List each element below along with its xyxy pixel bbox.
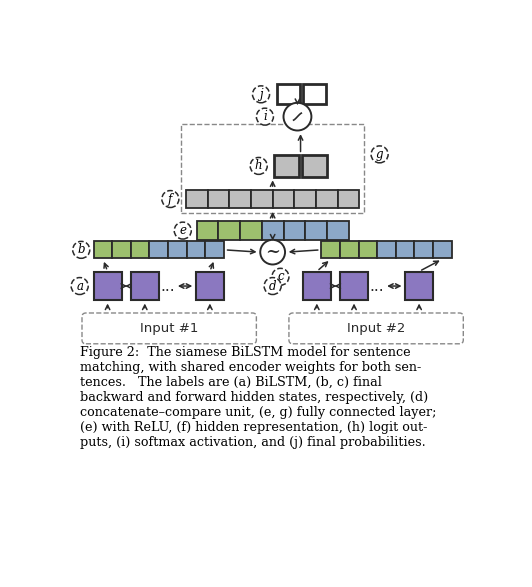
Bar bbox=[131, 241, 149, 258]
Bar bbox=[207, 190, 229, 208]
Bar bbox=[340, 272, 368, 300]
Text: (e) with ReLU, (f) hidden representation, (h) logit out-: (e) with ReLU, (f) hidden representation… bbox=[80, 421, 428, 434]
Text: j: j bbox=[259, 88, 263, 101]
Circle shape bbox=[162, 191, 179, 207]
Bar bbox=[405, 272, 433, 300]
Circle shape bbox=[174, 222, 192, 239]
Text: Input #2: Input #2 bbox=[347, 322, 405, 335]
Text: g: g bbox=[376, 148, 384, 161]
Circle shape bbox=[250, 157, 267, 174]
Bar bbox=[303, 85, 326, 104]
Bar bbox=[327, 221, 348, 240]
Circle shape bbox=[256, 108, 273, 125]
Text: e: e bbox=[179, 224, 186, 237]
Circle shape bbox=[253, 86, 270, 103]
FancyBboxPatch shape bbox=[289, 313, 463, 344]
Text: backward and forward hidden states, respectively, (d): backward and forward hidden states, resp… bbox=[80, 391, 429, 404]
Bar bbox=[240, 221, 262, 240]
Bar bbox=[112, 241, 131, 258]
Bar bbox=[205, 241, 224, 258]
Circle shape bbox=[73, 241, 90, 258]
Text: tences.   The labels are (a) BiLSTM, (b, c) final: tences. The labels are (a) BiLSTM, (b, c… bbox=[80, 376, 383, 389]
Circle shape bbox=[272, 268, 289, 285]
Text: f: f bbox=[168, 193, 172, 205]
Bar bbox=[303, 272, 331, 300]
Bar bbox=[131, 272, 159, 300]
Bar bbox=[181, 124, 364, 213]
Bar bbox=[274, 155, 299, 177]
Bar bbox=[94, 272, 121, 300]
Text: Figure 2:  The siamese BiLSTM model for sentence: Figure 2: The siamese BiLSTM model for s… bbox=[80, 346, 411, 359]
Circle shape bbox=[371, 146, 388, 163]
Text: h: h bbox=[255, 160, 262, 173]
Bar bbox=[272, 190, 294, 208]
Bar bbox=[251, 190, 273, 208]
Text: d: d bbox=[269, 279, 277, 292]
Bar bbox=[338, 190, 360, 208]
Bar bbox=[414, 241, 433, 258]
Circle shape bbox=[284, 103, 311, 130]
Text: ...: ... bbox=[369, 279, 384, 294]
Bar bbox=[340, 241, 359, 258]
Bar bbox=[302, 155, 327, 177]
Bar bbox=[94, 241, 112, 258]
Circle shape bbox=[264, 278, 281, 295]
Text: concatenate–compare unit, (e, g) fully connected layer;: concatenate–compare unit, (e, g) fully c… bbox=[80, 406, 437, 419]
Bar bbox=[433, 241, 452, 258]
Text: ~: ~ bbox=[265, 243, 280, 261]
Bar bbox=[219, 221, 240, 240]
Circle shape bbox=[260, 240, 285, 265]
Bar bbox=[187, 241, 205, 258]
Bar bbox=[229, 190, 251, 208]
Bar bbox=[149, 241, 168, 258]
Bar bbox=[321, 241, 340, 258]
Text: b: b bbox=[78, 244, 85, 257]
Text: ...: ... bbox=[160, 279, 174, 294]
Text: c: c bbox=[277, 270, 284, 284]
Text: a: a bbox=[76, 279, 83, 292]
Bar bbox=[262, 221, 284, 240]
Bar bbox=[396, 241, 414, 258]
FancyBboxPatch shape bbox=[82, 313, 256, 344]
Text: i: i bbox=[263, 110, 267, 123]
Bar bbox=[284, 221, 305, 240]
Bar bbox=[377, 241, 396, 258]
Bar bbox=[305, 221, 327, 240]
Text: puts, (i) softmax activation, and (j) final probabilities.: puts, (i) softmax activation, and (j) fi… bbox=[80, 436, 426, 449]
Bar bbox=[197, 221, 219, 240]
Text: Input #1: Input #1 bbox=[140, 322, 198, 335]
Bar bbox=[196, 272, 224, 300]
Bar bbox=[316, 190, 338, 208]
Circle shape bbox=[71, 278, 88, 295]
Bar bbox=[277, 85, 300, 104]
Bar bbox=[186, 190, 207, 208]
Bar bbox=[168, 241, 187, 258]
Bar bbox=[359, 241, 377, 258]
Text: matching, with shared encoder weights for both sen-: matching, with shared encoder weights fo… bbox=[80, 361, 422, 374]
Bar bbox=[294, 190, 316, 208]
